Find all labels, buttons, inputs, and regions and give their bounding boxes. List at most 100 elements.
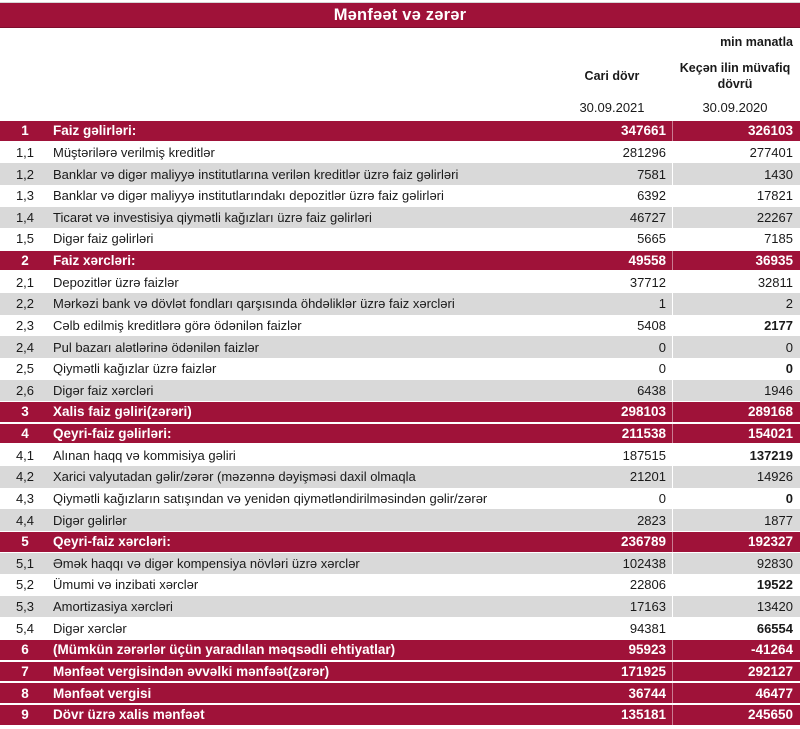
value-current: 21201 [554, 466, 673, 488]
section-row: 5 Qeyri-faiz xərcləri: 236789 192327 [0, 530, 800, 553]
section-row: 2 Faiz xərcləri: 49558 36935 [0, 249, 800, 272]
row-label: Depozitlər üzrə faizlər [53, 274, 179, 290]
value-previous: 277401 [749, 144, 793, 160]
row-number: 5,1 [15, 555, 35, 571]
row-label: Dövr üzrə xalis mənfəət [53, 707, 205, 723]
column-header-previous-period: Keçən ilin müvafiq dövrü [679, 61, 791, 91]
row-label: (Mümkün zərərlər üçün yaradılan məqsədli… [53, 642, 396, 658]
row-label: Qeyri-faiz xərcləri: [53, 534, 171, 550]
row-label: Banklar və digər maliyyə institutlarına … [53, 166, 459, 182]
row-label: Alınan haqq və kommisiya gəliri [53, 447, 236, 463]
value-current: 49558 [554, 250, 673, 271]
row-number: 3 [21, 404, 29, 420]
value-previous: 46477 [755, 685, 793, 701]
row-label: Mənfəət vergisi [53, 685, 152, 701]
row-label: Xalis faiz gəliri(zərəri) [53, 404, 192, 420]
table-row: 5,1 Əmək haqqı və digər kompensiya növlər… [0, 552, 800, 575]
value-previous: 7185 [764, 231, 793, 247]
section-row: 4 Qeyri-faiz gəlirləri: 211538 154021 [0, 422, 800, 445]
value-previous: 154021 [747, 426, 793, 442]
row-label: Banklar və digər maliyyə institutlarında… [53, 188, 444, 204]
table-row: 5,3 Amortizasiya xərcləri 17163 13420 [0, 595, 800, 618]
value-current: 236789 [554, 531, 673, 552]
row-label: Digər gəlirlər [53, 512, 127, 528]
row-number: 5 [21, 534, 29, 550]
row-number: 1,1 [15, 144, 35, 160]
value-current: 2823 [554, 509, 673, 531]
row-number: 5,3 [15, 599, 35, 615]
row-label: Qeyri-faiz gəlirləri: [53, 426, 172, 442]
value-current: 0 [554, 357, 673, 380]
row-number: 2,5 [15, 361, 35, 377]
row-label: Amortizasiya xərcləri [53, 599, 173, 615]
page-title: Mənfəət və zərər [333, 5, 467, 24]
row-number: 2 [21, 253, 29, 269]
value-current: 102438 [554, 552, 673, 575]
row-number: 1 [21, 123, 29, 139]
row-number: 4,4 [15, 512, 35, 528]
row-label: Digər faiz gəlirləri [53, 231, 154, 247]
table-row: 4,3 Qiymətli kağızların satışından və yen… [0, 487, 800, 510]
row-label: Digər faiz xərcləri [53, 382, 154, 398]
table-row: 4,2 Xarici valyutadan gəlir/zərər (məzənn… [0, 466, 800, 488]
section-row: 9 Dövr üzrə xalis mənfəət 135181 245650 [0, 703, 800, 726]
value-current: 95923 [554, 640, 673, 660]
value-previous: -41264 [750, 642, 793, 658]
value-previous: 1430 [764, 166, 793, 182]
table-row: 2,1 Depozitlər üzrə faizlər 37712 32811 [0, 271, 800, 293]
table-row: 1,1 Müştərilərə verilmiş kreditlər 281296 2… [0, 141, 800, 164]
row-number: 7 [21, 663, 29, 679]
row-label: Xarici valyutadan gəlir/zərər (məzənnə d… [53, 469, 416, 485]
value-previous: 66554 [756, 620, 793, 636]
row-number: 1,4 [15, 209, 35, 225]
row-number: 4 [21, 426, 29, 442]
row-label: Qiymətli kağızların satışından və yenidə… [53, 490, 488, 506]
value-previous: 292127 [747, 663, 793, 679]
value-current: 0 [554, 336, 673, 358]
column-date-previous: 30.09.2020 [702, 100, 768, 115]
table-row: 1,5 Digər faiz gəlirləri 5665 7185 [0, 228, 800, 250]
row-label: Mərkəzi bank və dövlət fondları qarşısın… [53, 296, 455, 312]
row-number: 2,4 [15, 339, 35, 355]
table-row: 2,4 Pul bazarı alətlərinə ödənilən faizlə… [0, 336, 800, 358]
value-current: 347661 [554, 121, 673, 141]
table-row: 2,6 Digər faiz xərcləri 6438 1946 [0, 379, 800, 402]
value-current: 211538 [554, 423, 673, 444]
row-number: 4,1 [15, 447, 35, 463]
value-previous: 14926 [756, 469, 793, 485]
value-current: 94381 [554, 617, 673, 639]
value-previous: 22267 [756, 209, 793, 225]
value-current: 298103 [554, 402, 673, 422]
value-previous: 36935 [755, 253, 793, 269]
table-row: 2,3 Cəlb edilmiş kreditlərə görə ödənilən… [0, 314, 800, 337]
row-label: Mənfəət vergisindən əvvəlki mənfəət(zərə… [53, 663, 330, 679]
table-row: 2,2 Mərkəzi bank və dövlət fondları qarşı… [0, 293, 800, 315]
value-previous: 2177 [764, 317, 793, 333]
value-previous: 245650 [747, 707, 793, 723]
value-previous: 92830 [756, 555, 793, 571]
section-row: 3 Xalis faiz gəliri(zərəri) 298103 289168 [0, 401, 800, 423]
value-current: 6392 [554, 184, 673, 207]
value-current: 187515 [554, 444, 673, 466]
value-current: 281296 [554, 141, 673, 164]
row-number: 1,3 [15, 188, 35, 204]
value-current: 135181 [554, 704, 673, 725]
row-label: Qiymətli kağızlar üzrə faizlər [53, 361, 217, 377]
table-row: 4,4 Digər gəlirlər 2823 1877 [0, 509, 800, 531]
row-label: Ümumi və inzibati xərclər [53, 577, 199, 593]
row-label: Müştərilərə verilmiş kreditlər [53, 144, 215, 160]
table-header-zone: min manatla Cari dövr Keçən ilin müvafiq… [0, 28, 800, 120]
row-label: Faiz gəlirləri: [53, 123, 137, 139]
value-current: 7581 [554, 163, 673, 185]
table-row: 4,1 Alınan haqq və kommisiya gəliri 187515… [0, 444, 800, 466]
value-current: 36744 [554, 683, 673, 703]
row-number: 5,4 [15, 620, 35, 636]
value-current: 5665 [554, 228, 673, 250]
value-current: 37712 [554, 271, 673, 293]
table-row: 1,3 Banklar və digər maliyyə institutları… [0, 184, 800, 207]
column-header-current-period: Cari dövr [584, 69, 640, 83]
value-previous: 192327 [747, 534, 793, 550]
value-current: 1 [554, 293, 673, 315]
row-number: 2,3 [15, 317, 35, 333]
